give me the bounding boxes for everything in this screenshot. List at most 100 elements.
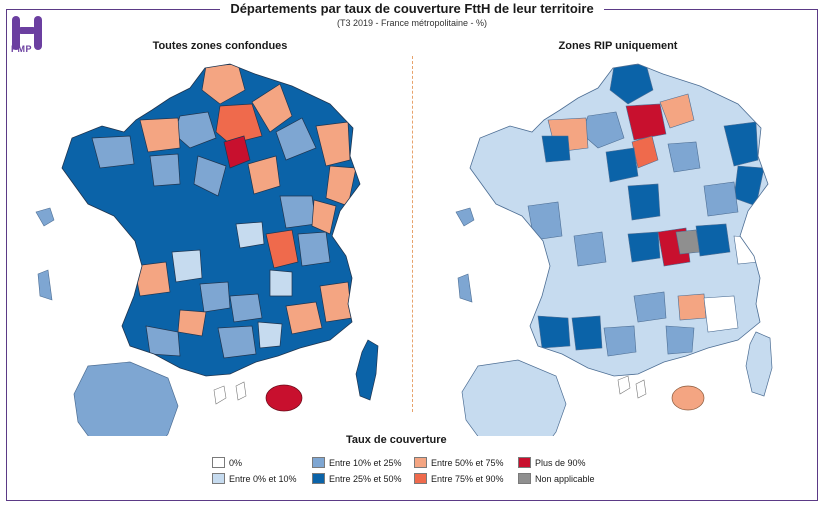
island-mayotte-shape [37, 269, 53, 301]
legend-item-0: 0% [212, 457, 242, 468]
legend-swatch-7 [518, 473, 531, 484]
dept-oise [215, 103, 263, 145]
legend-swatch-0 [212, 457, 225, 468]
dept-doubs [311, 199, 337, 235]
island-mayotte-shape [457, 273, 473, 303]
dept-alpes-maritimes [319, 281, 353, 323]
dept-savoie [695, 223, 731, 257]
dept-hautes-pyrenees [571, 315, 603, 351]
legend-label-4: Entre 50% et 75% [431, 457, 504, 468]
dept-yonne [627, 183, 661, 221]
dept-allier [627, 231, 661, 263]
legend-swatch-4 [414, 457, 427, 468]
chart-title: Départements par taux de couverture FttH… [220, 1, 604, 16]
dept-pyrenees-atl [537, 315, 571, 349]
dept-loire [265, 229, 299, 269]
legend-label-2: Entre 10% et 25% [329, 457, 402, 468]
dept-metropole-lyon [675, 229, 701, 255]
dept-aisne [251, 83, 293, 133]
dept-vendee [527, 201, 563, 241]
dept-aisne [659, 93, 695, 129]
legend-item-1: Entre 0% et 10% [212, 473, 297, 484]
dept-bas-rhin [325, 165, 357, 207]
dept-cotes-armor [91, 135, 135, 169]
dept-marne [275, 117, 317, 161]
reunion-shape [265, 384, 303, 412]
dept-manche [541, 135, 571, 163]
legend-label-1: Entre 0% et 10% [229, 473, 297, 484]
dept-lot [199, 281, 231, 313]
island-spm-shape [455, 207, 475, 227]
dept-herault [257, 321, 283, 349]
map-rip-zones [455, 63, 773, 436]
corse-shape [355, 339, 379, 401]
dept-ariege [603, 325, 637, 357]
legend-label-5: Entre 75% et 90% [431, 473, 504, 484]
panel-divider [412, 56, 413, 412]
legend-item-2: Entre 10% et 25% [312, 457, 402, 468]
dept-haute-savoie [733, 235, 759, 265]
guyane-shape [73, 361, 179, 436]
dept-vaucluse [285, 301, 323, 335]
pmp-logo [12, 16, 42, 50]
chart-subtitle: (T3 2019 - France métropolitaine - %) [336, 18, 488, 28]
mainland-outline [61, 63, 361, 377]
title-wrap: Départements par taux de couverture FttH… [0, 0, 824, 18]
dept-moselle [723, 121, 759, 167]
logo-text: PMP [11, 44, 33, 54]
legend-swatch-5 [414, 473, 427, 484]
martinique-shape [235, 381, 247, 401]
legend-swatch-6 [518, 457, 531, 468]
dept-pyrenees-atl [145, 325, 181, 357]
dept-drome [269, 269, 293, 297]
legend-item-4: Entre 50% et 75% [414, 457, 504, 468]
martinique-shape [635, 379, 647, 399]
legend-label-7: Non applicable [535, 473, 595, 484]
dept-gers [177, 309, 207, 337]
dept-marne [667, 141, 701, 173]
legend-item-3: Entre 25% et 50% [312, 473, 402, 484]
legend-swatch-1 [212, 473, 225, 484]
dept-herault [665, 325, 695, 355]
dept-oise [625, 103, 667, 141]
panel-title-all-zones: Toutes zones confondues [152, 40, 288, 52]
legend: 0% Entre 0% et 10% Entre 10% et 25% Entr… [212, 457, 632, 487]
legend-title: Taux de couverture [346, 434, 447, 446]
dept-ain [297, 231, 331, 267]
legend-label-0: 0% [229, 457, 243, 468]
dept-charente [573, 231, 607, 267]
dept-val-oise [605, 147, 639, 183]
dept-haute-saone [703, 181, 739, 217]
dept-tarn [633, 291, 667, 323]
map-all-zones [35, 63, 379, 436]
legend-swatch-2 [312, 457, 325, 468]
legend-item-6: Plus de 90% [518, 457, 586, 468]
dept-alpes-maritimes [703, 295, 739, 333]
dept-mayenne [149, 153, 181, 187]
reunion-shape [671, 385, 705, 411]
dept-puy-de-dome [235, 221, 265, 249]
guadeloupe-shape [213, 385, 227, 405]
guadeloupe-shape [617, 375, 631, 395]
dept-aude [217, 325, 257, 359]
legend-item-5: Entre 75% et 90% [414, 473, 504, 484]
dept-loiret [247, 155, 281, 195]
legend-swatch-3 [312, 473, 325, 484]
dept-eure-et-loir [193, 155, 227, 197]
legend-item-7: Non applicable [518, 473, 595, 484]
island-spm-shape [35, 207, 55, 227]
dept-landes [133, 261, 171, 297]
mainland-outline [469, 63, 769, 377]
guyane-shape [461, 359, 567, 436]
dept-dordogne [171, 249, 203, 283]
dept-var [677, 293, 707, 321]
dept-paris [223, 135, 251, 169]
dept-seine-maritime [139, 117, 181, 153]
dept-saone-loire [279, 195, 317, 229]
panel-title-rip-zones: Zones RIP uniquement [558, 40, 678, 52]
dept-aveyron [229, 293, 263, 323]
dept-moselle [315, 121, 351, 167]
legend-label-3: Entre 25% et 50% [329, 473, 402, 484]
dept-paris [631, 135, 659, 169]
corse-shape [745, 331, 773, 397]
